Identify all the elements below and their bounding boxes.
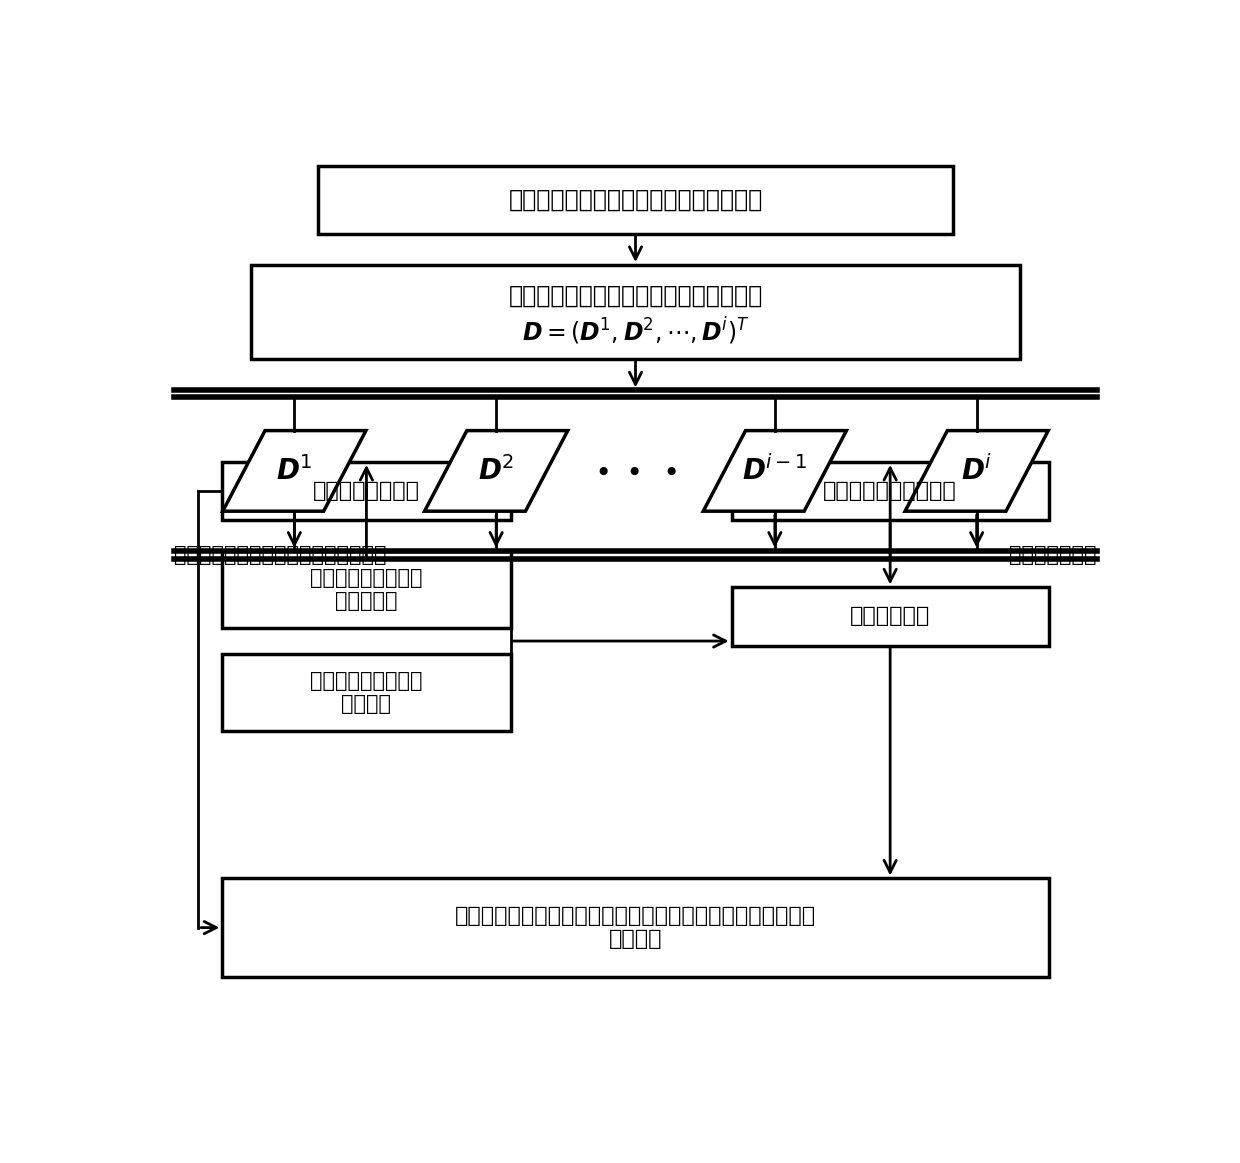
Bar [250,265,1021,359]
Polygon shape [424,430,568,512]
Text: $\boldsymbol{D}^1$: $\boldsymbol{D}^1$ [277,456,312,486]
Bar [222,462,511,520]
Text: 独立反演迭代一次，确定方向梯度矩阵: 独立反演迭代一次，确定方向梯度矩阵 [174,545,387,565]
Text: $\boldsymbol{D}=(\boldsymbol{D}^1,\boldsymbol{D}^2,\cdots,\boldsymbol{D}^i)^T$: $\boldsymbol{D}=(\boldsymbol{D}^1,\bolds… [522,315,749,347]
Text: $\boldsymbol{D}^{i-1}$: $\boldsymbol{D}^{i-1}$ [743,456,807,486]
Bar [732,462,1049,520]
Text: 求得空间光滑约束矩阵: 求得空间光滑约束矩阵 [823,481,957,501]
Polygon shape [703,430,847,512]
Text: $\bullet\ \bullet\ \bullet$: $\bullet\ \bullet\ \bullet$ [594,457,677,485]
Bar [222,655,511,730]
Polygon shape [223,430,366,512]
Polygon shape [905,430,1048,512]
Text: $\boldsymbol{D}^2$: $\boldsymbol{D}^2$ [479,456,515,486]
Bar [222,878,1049,977]
Bar [732,587,1049,645]
Text: 代入携带先验方向梯度约束的四维电阻率反演方程，求得反演
成像结果: 代入携带先验方向梯度约束的四维电阻率反演方程，求得反演 成像结果 [455,906,816,949]
Text: 确定初始模型: 确定初始模型 [851,606,930,627]
Bar [319,166,952,234]
Bar [222,551,511,628]
Text: $\boldsymbol{D}^i$: $\boldsymbol{D}^i$ [961,456,992,486]
Text: 地震法确定不良地质
体构造形态: 地震法确定不良地质 体构造形态 [310,568,423,611]
Text: 物探普查不良地质体位置，确定灌浆区域: 物探普查不良地质体位置，确定灌浆区域 [508,188,763,212]
Text: 取多组采集数据: 取多组采集数据 [1009,545,1096,565]
Text: 确定方向梯度矩阵: 确定方向梯度矩阵 [312,481,420,501]
Text: 雷达法确定裂隙发育
大致情况: 雷达法确定裂隙发育 大致情况 [310,671,423,714]
Text: 采集的一系列拥有完整电极排列的数据集: 采集的一系列拥有完整电极排列的数据集 [508,284,763,308]
